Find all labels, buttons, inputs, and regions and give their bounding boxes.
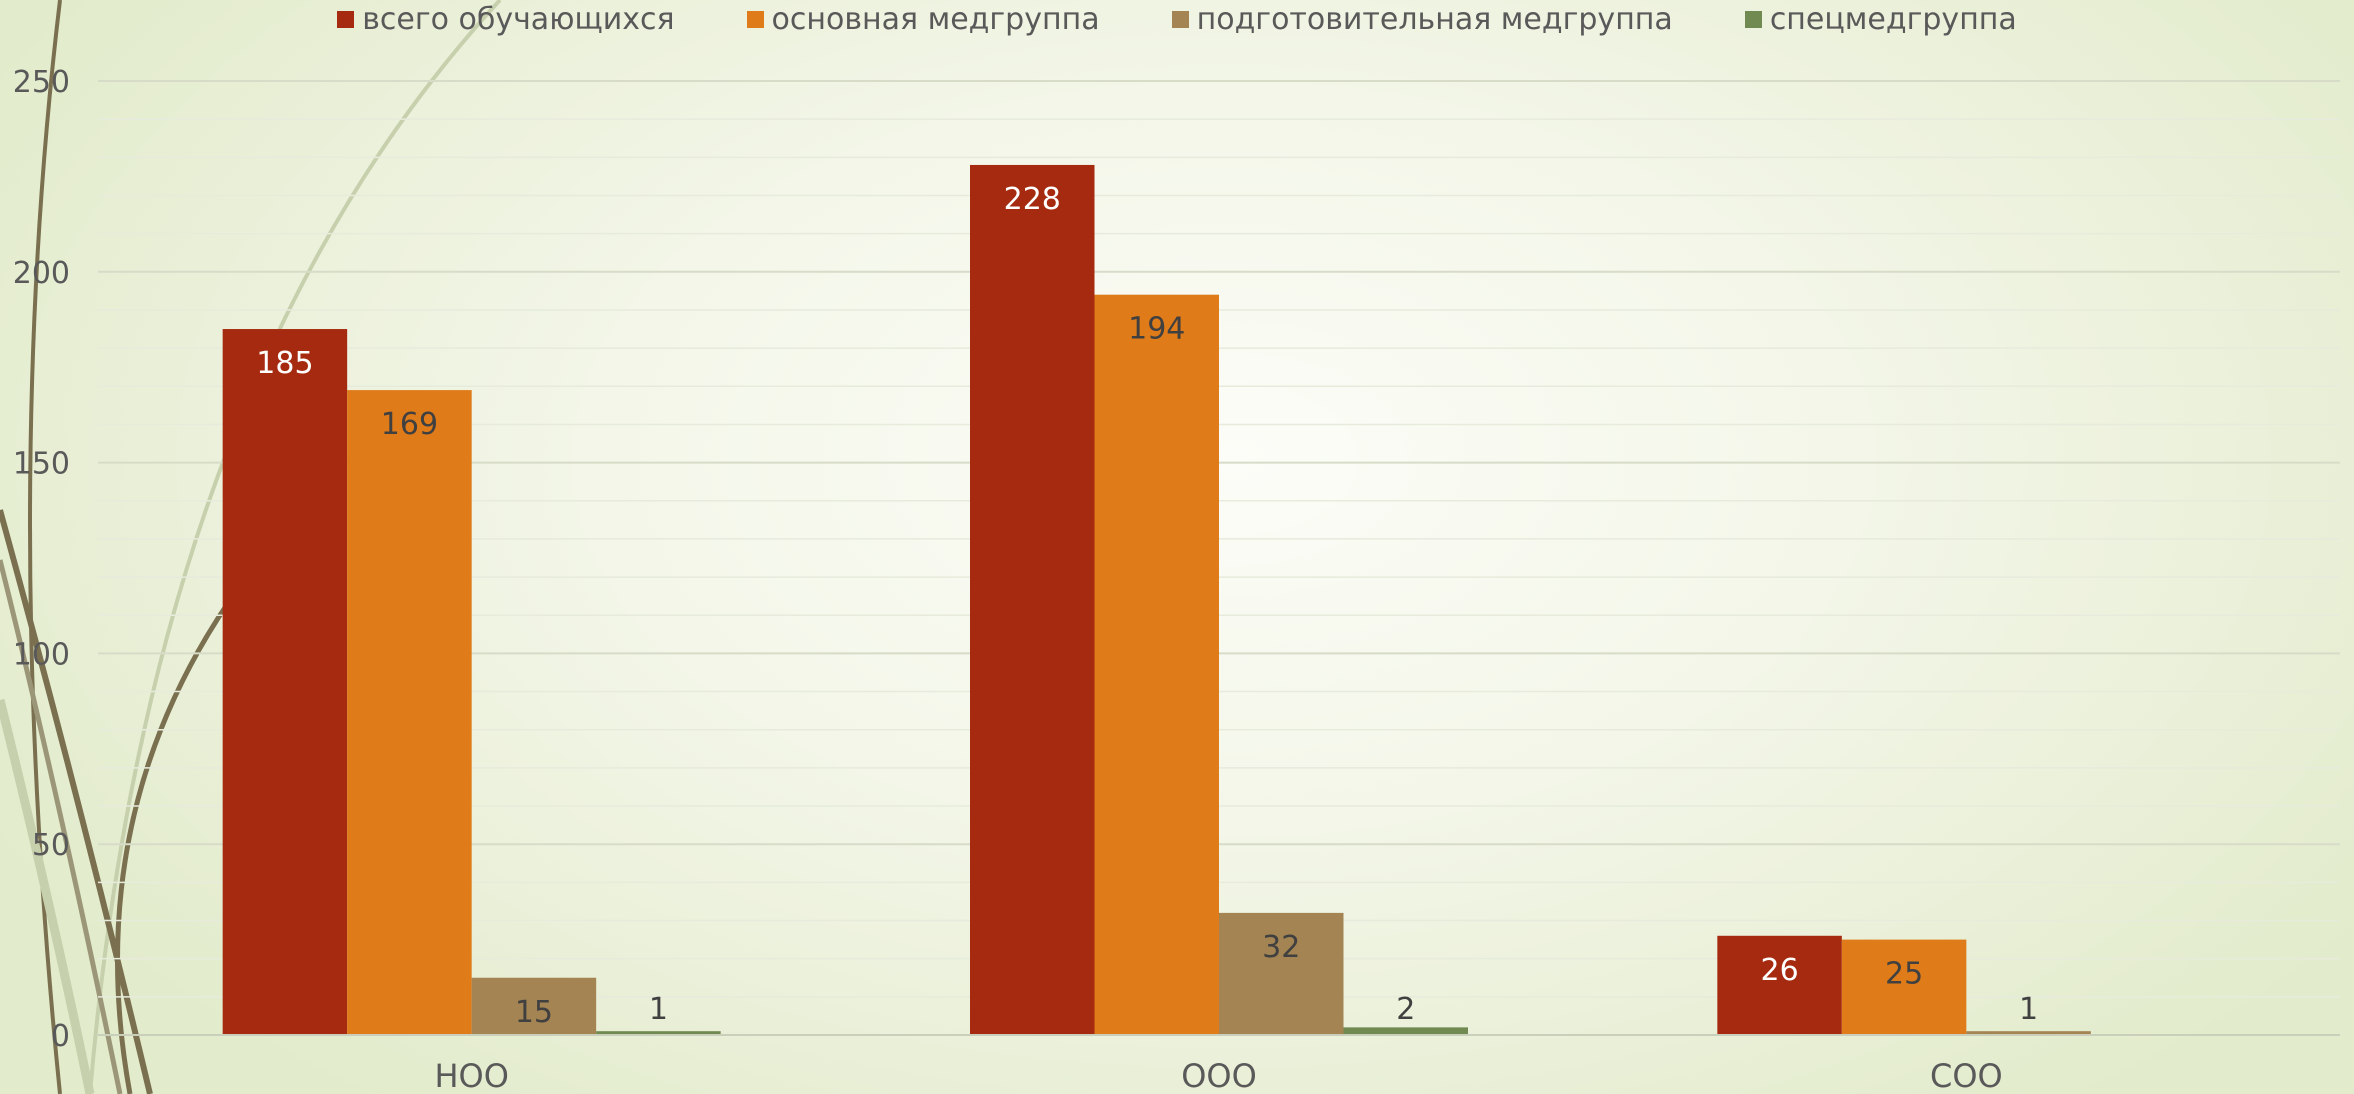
- bar: [471, 977, 597, 1035]
- x-tick-label: НОО: [434, 1057, 508, 1094]
- legend-label: спецмедгруппа: [1769, 2, 2017, 37]
- legend-item: всего обучающихся: [337, 2, 675, 37]
- data-label: 15: [515, 995, 553, 1030]
- legend-label: всего обучающихся: [362, 2, 675, 37]
- y-tick-label: 50: [32, 828, 70, 863]
- bar: [970, 164, 1095, 1035]
- y-tick-label: 200: [13, 256, 70, 291]
- bar: [222, 329, 348, 1035]
- bar: [596, 1031, 721, 1035]
- bar: [1094, 294, 1219, 1035]
- legend-item: подготовительная медгруппа: [1171, 2, 1673, 37]
- bar: [347, 390, 472, 1035]
- y-tick-label: 250: [13, 65, 70, 100]
- y-tick-label: 150: [13, 447, 70, 482]
- data-label: 169: [381, 407, 438, 442]
- bar: [1219, 912, 1344, 1035]
- data-label: 194: [1128, 312, 1185, 347]
- data-label: 32: [1262, 930, 1300, 965]
- data-label: 26: [1760, 953, 1798, 988]
- legend-label: основная медгруппа: [771, 2, 1100, 37]
- bar: [1343, 1027, 1468, 1035]
- legend-item: основная медгруппа: [746, 2, 1100, 37]
- y-tick-label: 100: [13, 637, 70, 672]
- data-label: 1: [2019, 992, 2038, 1027]
- legend-item: спецмедгруппа: [1744, 2, 2017, 37]
- bar: [1966, 1031, 2091, 1035]
- data-label: 25: [1885, 957, 1923, 992]
- legend-swatch: [746, 11, 764, 28]
- bar: [1717, 935, 1842, 1035]
- legend-swatch: [337, 11, 355, 28]
- legend-swatch: [1744, 11, 1762, 28]
- data-label: 228: [1004, 182, 1061, 217]
- data-label: 1: [649, 992, 668, 1027]
- legend-swatch: [1171, 11, 1189, 28]
- data-label: 2: [1396, 992, 1415, 1027]
- legend-label: подготовительная медгруппа: [1196, 2, 1673, 37]
- data-label: 185: [256, 346, 313, 381]
- bar: [1841, 939, 1967, 1035]
- chart-legend: всего обучающихся основная медгруппа подго…: [0, 2, 2354, 37]
- x-tick-label: СОО: [1930, 1057, 2003, 1094]
- y-tick-label: 0: [51, 1019, 70, 1054]
- x-tick-label: ООО: [1181, 1057, 1257, 1094]
